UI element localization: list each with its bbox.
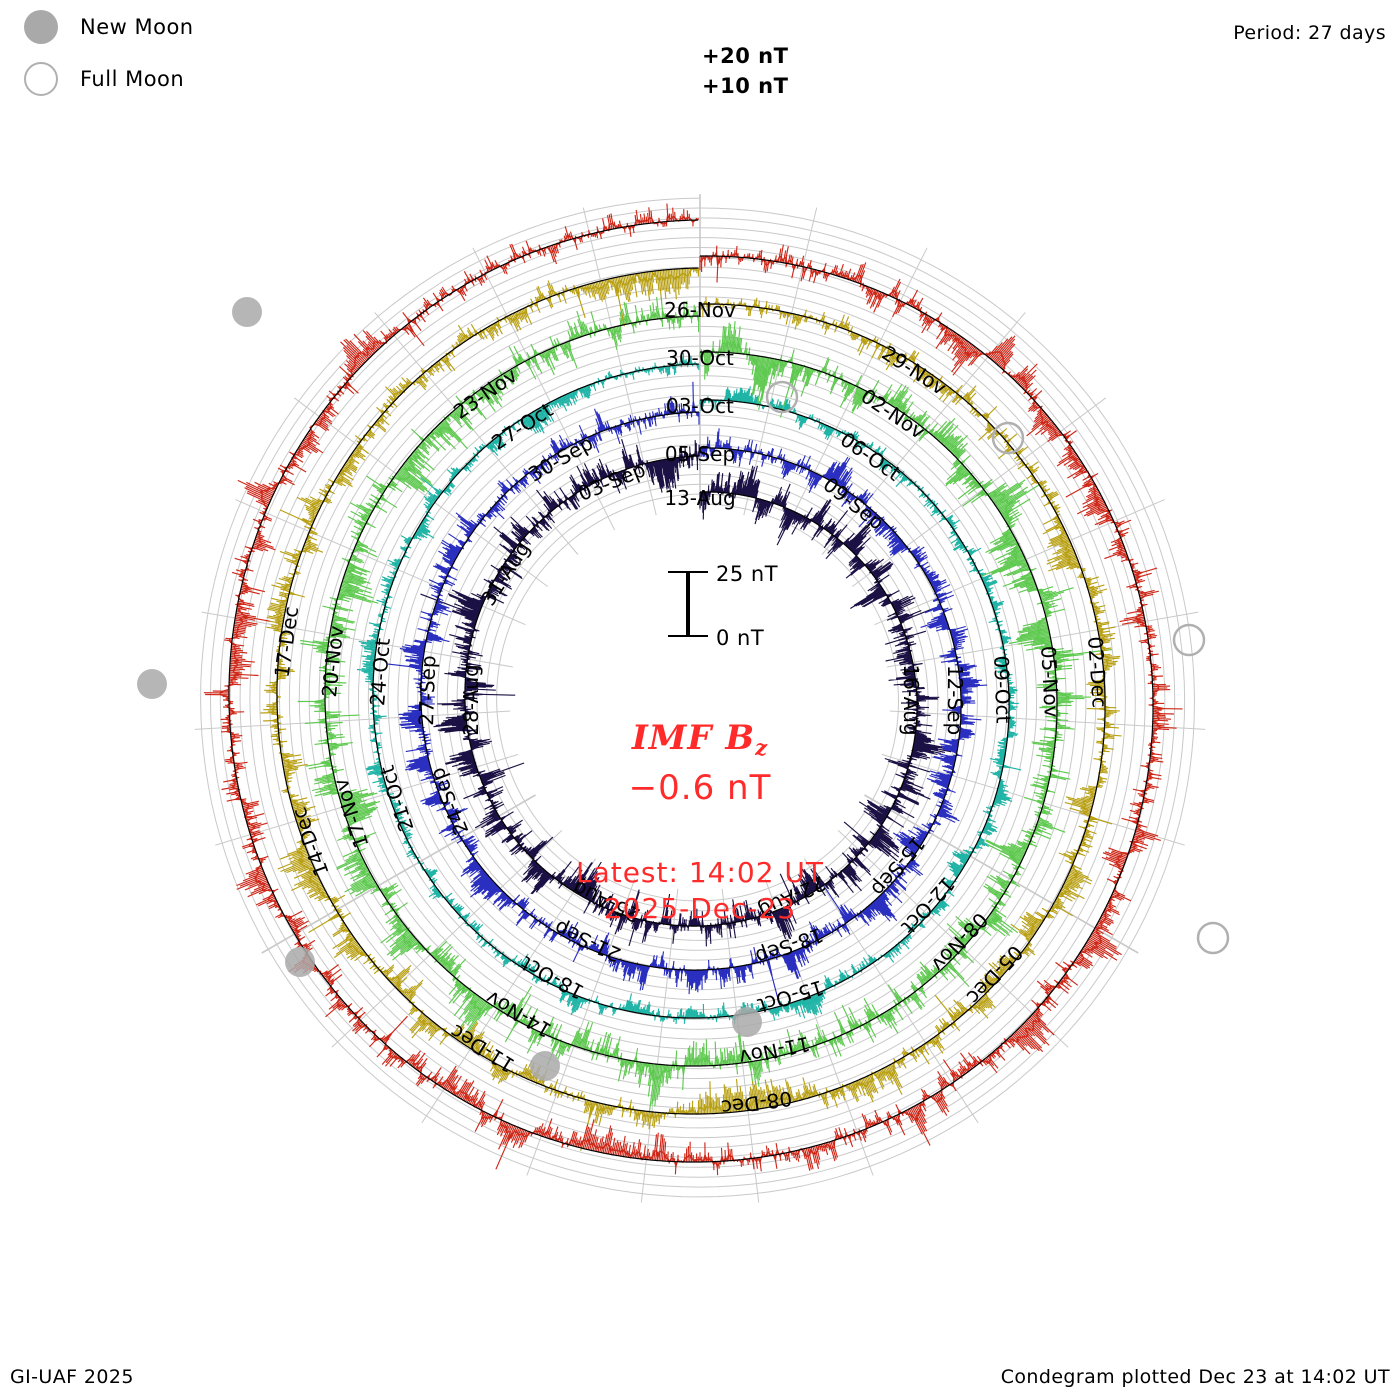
full-moon-marker (1196, 921, 1230, 955)
legend-label-new-moon: New Moon (80, 15, 194, 39)
date-labels: 13-Aug16-Aug22-Aug25-Aug28-Aug31-Aug03-S… (270, 298, 1112, 1120)
date-label: 02-Dec (1083, 636, 1112, 709)
ring-label-10nt: +10 nT (702, 74, 789, 98)
full-moon-marker (1172, 623, 1206, 657)
scale-bar (668, 571, 708, 637)
date-label: 14-Nov (481, 986, 555, 1043)
date-label: 27-Sep (414, 655, 440, 726)
legend-label-full-moon: Full Moon (80, 67, 185, 91)
period-label: Period: 27 days (1233, 22, 1386, 44)
date-label: 12-Sep (943, 665, 967, 735)
date-label: 05-Sep (665, 442, 735, 466)
full-moon-marker (991, 421, 1025, 455)
date-label: 05-Nov (1036, 645, 1064, 718)
new-moon-marker (530, 1051, 560, 1081)
date-label: 24-Oct (365, 637, 395, 707)
new-moon-marker (232, 297, 262, 327)
moon-markers (137, 297, 1230, 1081)
date-label: 16-Aug (899, 664, 923, 735)
ring-label-20nt: +20 nT (702, 44, 789, 68)
new-moon-marker (137, 669, 167, 699)
date-label: 09-Oct (989, 655, 1015, 724)
plotted-timestamp: Condegram plotted Dec 23 at 14:02 UT (1000, 1366, 1390, 1388)
legend-item-new-moon: New Moon (24, 10, 194, 44)
full-moon-marker (765, 380, 799, 414)
scale-bar-top-label: 25 nT (716, 562, 779, 586)
date-label: 21-Oct (375, 762, 419, 834)
date-label: 25-Aug (569, 876, 644, 928)
date-label: 30-Oct (666, 346, 734, 370)
new-moon-marker (285, 947, 315, 977)
baseline-arcs (228, 219, 1154, 1163)
date-label: 22-Aug (754, 871, 829, 923)
date-label: 20-Nov (317, 624, 348, 698)
date-label: 26-Nov (664, 298, 736, 322)
date-label: 28-Aug (459, 664, 483, 735)
new-moon-marker (732, 1007, 762, 1037)
scale-bar-bottom-label: 0 nT (716, 626, 765, 650)
credit-label: GI-UAF 2025 (10, 1366, 134, 1388)
new-moon-icon (24, 10, 58, 44)
date-label: 21-Sep (551, 916, 625, 967)
full-moon-icon (24, 62, 58, 96)
date-label: 18-Oct (517, 951, 588, 1004)
date-label: 03-Oct (666, 394, 734, 418)
date-label: 02-Nov (857, 384, 930, 444)
legend-item-full-moon: Full Moon (24, 62, 184, 96)
date-label: 13-Aug (664, 486, 735, 510)
date-label: 03-Sep (575, 457, 649, 506)
